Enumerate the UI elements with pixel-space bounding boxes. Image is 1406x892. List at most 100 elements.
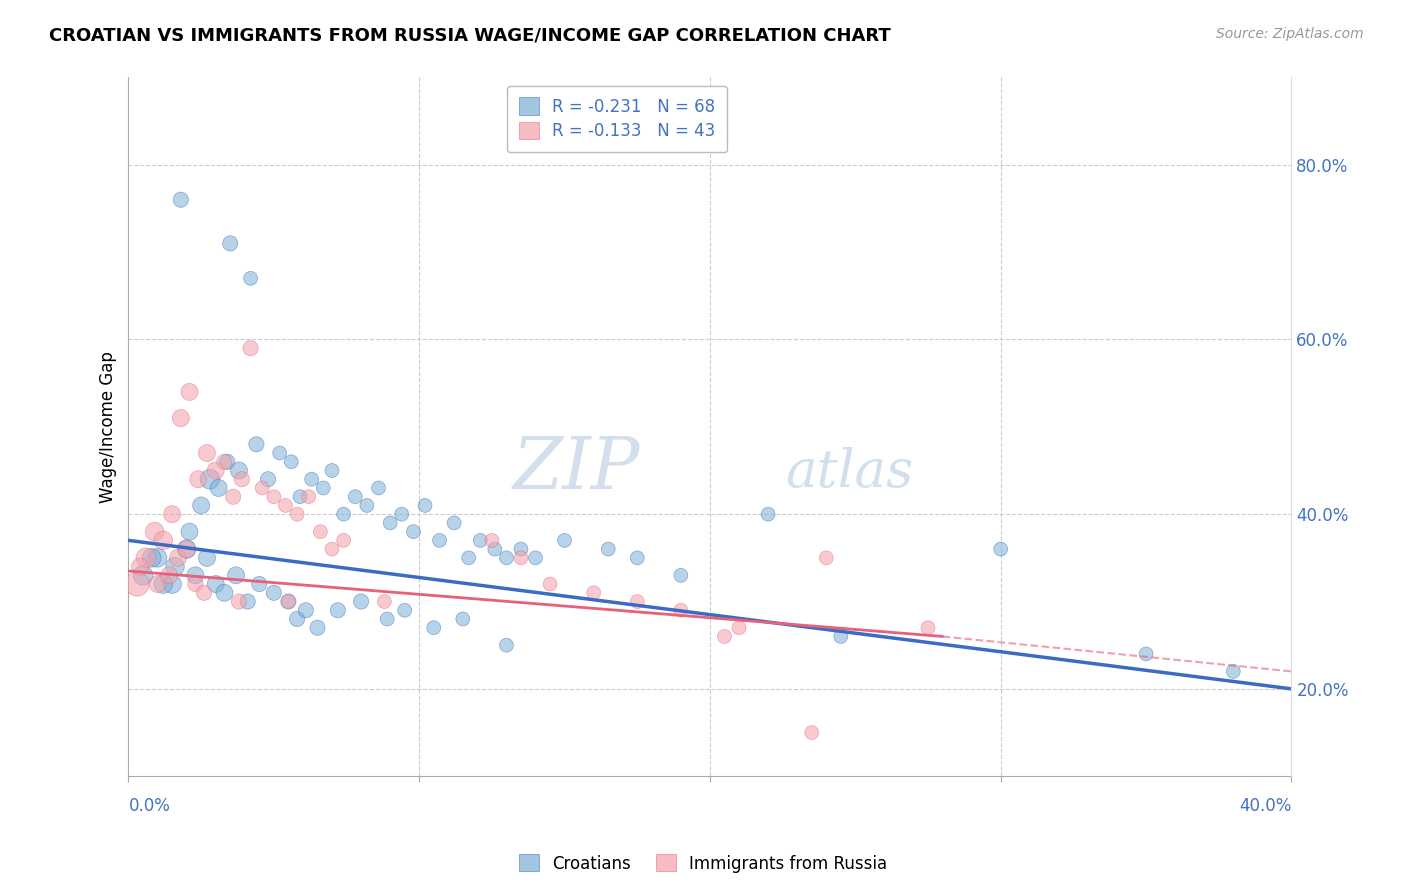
Point: [239, 271, 262, 285]
Point: [167, 550, 190, 565]
Point: [394, 603, 416, 617]
Point: [830, 630, 852, 644]
Point: [179, 524, 201, 539]
Point: [298, 490, 321, 504]
Point: [510, 542, 533, 557]
Point: [554, 533, 576, 548]
Point: [295, 603, 318, 617]
Point: [263, 490, 285, 504]
Point: [350, 594, 373, 608]
Point: [236, 594, 259, 608]
Point: [309, 524, 332, 539]
Point: [195, 446, 218, 460]
Point: [132, 568, 155, 582]
Point: [277, 594, 299, 608]
Point: [756, 507, 779, 521]
Point: [332, 507, 354, 521]
Point: [143, 524, 166, 539]
Point: [263, 586, 285, 600]
Legend: R = -0.231   N = 68, R = -0.133   N = 43: R = -0.231 N = 68, R = -0.133 N = 43: [508, 86, 727, 153]
Point: [129, 559, 152, 574]
Point: [277, 594, 299, 608]
Point: [451, 612, 474, 626]
Text: CROATIAN VS IMMIGRANTS FROM RUSSIA WAGE/INCOME GAP CORRELATION CHART: CROATIAN VS IMMIGRANTS FROM RUSSIA WAGE/…: [49, 27, 891, 45]
Y-axis label: Wage/Income Gap: Wage/Income Gap: [100, 351, 117, 503]
Point: [152, 533, 174, 548]
Point: [429, 533, 451, 548]
Legend: Croatians, Immigrants from Russia: Croatians, Immigrants from Russia: [512, 847, 894, 880]
Point: [470, 533, 492, 548]
Point: [280, 455, 302, 469]
Point: [245, 437, 267, 451]
Point: [367, 481, 389, 495]
Point: [285, 507, 308, 521]
Point: [152, 577, 174, 591]
Point: [321, 463, 343, 477]
Point: [274, 499, 297, 513]
Point: [250, 481, 273, 495]
Point: [239, 341, 262, 355]
Point: [184, 577, 207, 591]
Text: Source: ZipAtlas.com: Source: ZipAtlas.com: [1216, 27, 1364, 41]
Point: [184, 568, 207, 582]
Point: [917, 621, 939, 635]
Point: [713, 630, 735, 644]
Point: [457, 550, 479, 565]
Point: [176, 542, 198, 557]
Point: [413, 499, 436, 513]
Point: [160, 507, 183, 521]
Text: atlas: atlas: [786, 447, 914, 498]
Point: [225, 568, 247, 582]
Point: [170, 411, 193, 425]
Point: [990, 542, 1012, 557]
Point: [402, 524, 425, 539]
Point: [484, 542, 506, 557]
Point: [800, 725, 823, 739]
Point: [219, 236, 242, 251]
Point: [344, 490, 367, 504]
Point: [356, 499, 378, 513]
Point: [285, 612, 308, 626]
Point: [214, 455, 236, 469]
Point: [207, 481, 229, 495]
Point: [481, 533, 503, 548]
Point: [301, 472, 323, 486]
Point: [176, 542, 198, 557]
Point: [538, 577, 561, 591]
Point: [190, 499, 212, 513]
Point: [288, 490, 311, 504]
Point: [127, 577, 149, 591]
Point: [332, 533, 354, 548]
Point: [228, 463, 250, 477]
Point: [187, 472, 209, 486]
Point: [373, 594, 395, 608]
Point: [495, 550, 517, 565]
Point: [1222, 665, 1244, 679]
Point: [247, 577, 270, 591]
Point: [598, 542, 620, 557]
Point: [228, 594, 250, 608]
Point: [198, 472, 221, 486]
Point: [626, 594, 648, 608]
Point: [378, 516, 401, 530]
Point: [222, 490, 245, 504]
Point: [524, 550, 547, 565]
Text: ZIP: ZIP: [513, 434, 640, 504]
Point: [195, 550, 218, 565]
Point: [495, 638, 517, 652]
Point: [157, 568, 180, 582]
Point: [160, 577, 183, 591]
Point: [391, 507, 413, 521]
Point: [1135, 647, 1157, 661]
Point: [269, 446, 291, 460]
Point: [179, 384, 201, 399]
Point: [135, 550, 157, 565]
Point: [204, 463, 226, 477]
Point: [170, 193, 193, 207]
Point: [214, 586, 236, 600]
Text: 40.0%: 40.0%: [1239, 797, 1292, 815]
Point: [815, 550, 838, 565]
Point: [510, 550, 533, 565]
Point: [146, 550, 169, 565]
Point: [375, 612, 398, 626]
